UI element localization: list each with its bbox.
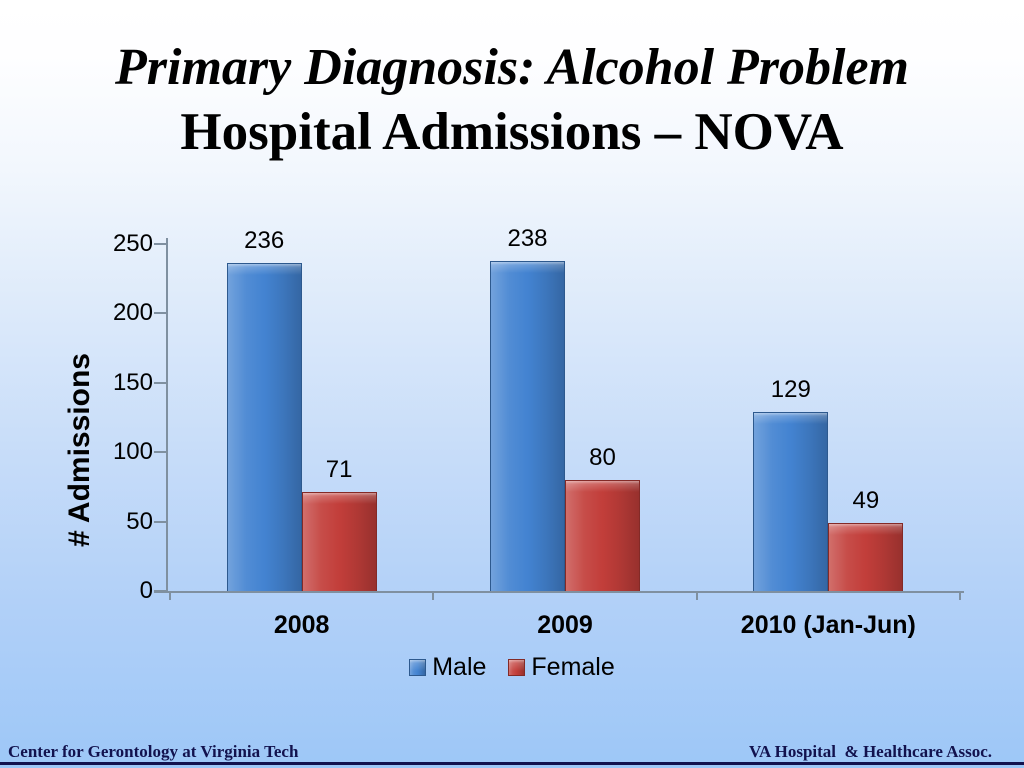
value-label-female-2009: 80 bbox=[589, 443, 616, 471]
legend-item-male: Male bbox=[409, 653, 486, 682]
y-tick-mark-50 bbox=[154, 520, 167, 523]
x-tick-mark-3 bbox=[959, 591, 961, 600]
value-label-male-2009: 238 bbox=[507, 224, 548, 252]
y-tick-label-150: 150 bbox=[112, 368, 153, 396]
bar-male-2010 (Jan-Jun) bbox=[753, 411, 829, 592]
footer-right: VA Hospital & Healthcare Assoc. bbox=[748, 742, 992, 761]
y-tick-mark-100 bbox=[154, 451, 167, 454]
x-tick-mark-2 bbox=[695, 591, 698, 600]
value-label-male-2008: 236 bbox=[244, 227, 285, 255]
bar-female-2009 bbox=[565, 479, 640, 592]
y-tick-label-200: 200 bbox=[112, 299, 153, 327]
legend-label-female: Female bbox=[531, 652, 615, 681]
y-tick-mark-200 bbox=[154, 312, 167, 315]
y-tick-label-0: 0 bbox=[139, 577, 153, 604]
category-label-2008: 2008 bbox=[273, 611, 330, 639]
footer-rule bbox=[0, 762, 1024, 765]
x-tick-mark-1 bbox=[432, 591, 435, 600]
footer-left: Center for Gerontology at Virginia Tech bbox=[8, 742, 299, 761]
y-tick-label-250: 250 bbox=[112, 230, 153, 257]
bar-male-2008 bbox=[226, 263, 302, 591]
y-tick-label-50: 50 bbox=[126, 507, 153, 535]
y-tick-label-100: 100 bbox=[112, 438, 153, 466]
title-line-1: Primary Diagnosis: Alcohol Problem bbox=[115, 39, 909, 96]
x-tick-mark-0 bbox=[169, 591, 171, 600]
y-tick-mark-250 bbox=[154, 243, 167, 245]
x-axis-line bbox=[154, 591, 964, 593]
y-tick-mark-0 bbox=[154, 590, 167, 592]
value-label-female-2008: 71 bbox=[325, 456, 353, 484]
bar-female-2008 bbox=[301, 492, 377, 591]
category-label-2010 (Jan-Jun): 2010 (Jan-Jun) bbox=[740, 611, 916, 639]
legend-item-female: Female bbox=[508, 652, 615, 682]
legend-swatch-male bbox=[409, 658, 427, 676]
value-label-female-2010 (Jan-Jun): 49 bbox=[852, 486, 880, 514]
legend-swatch-female bbox=[508, 658, 526, 676]
chart-legend: Male Female bbox=[0, 650, 1024, 684]
bar-male-2009 bbox=[490, 260, 565, 592]
category-label-2009: 2009 bbox=[537, 611, 593, 639]
y-axis-line bbox=[166, 238, 168, 593]
slide-title: Primary Diagnosis: Alcohol Problem Hospi… bbox=[0, 36, 1024, 164]
bar-female-2010 (Jan-Jun) bbox=[828, 522, 904, 591]
title-line-2: Hospital Admissions – NOVA bbox=[180, 103, 844, 161]
y-tick-mark-150 bbox=[154, 381, 167, 384]
value-label-male-2010 (Jan-Jun): 129 bbox=[770, 375, 811, 403]
legend-label-male: Male bbox=[432, 652, 487, 681]
